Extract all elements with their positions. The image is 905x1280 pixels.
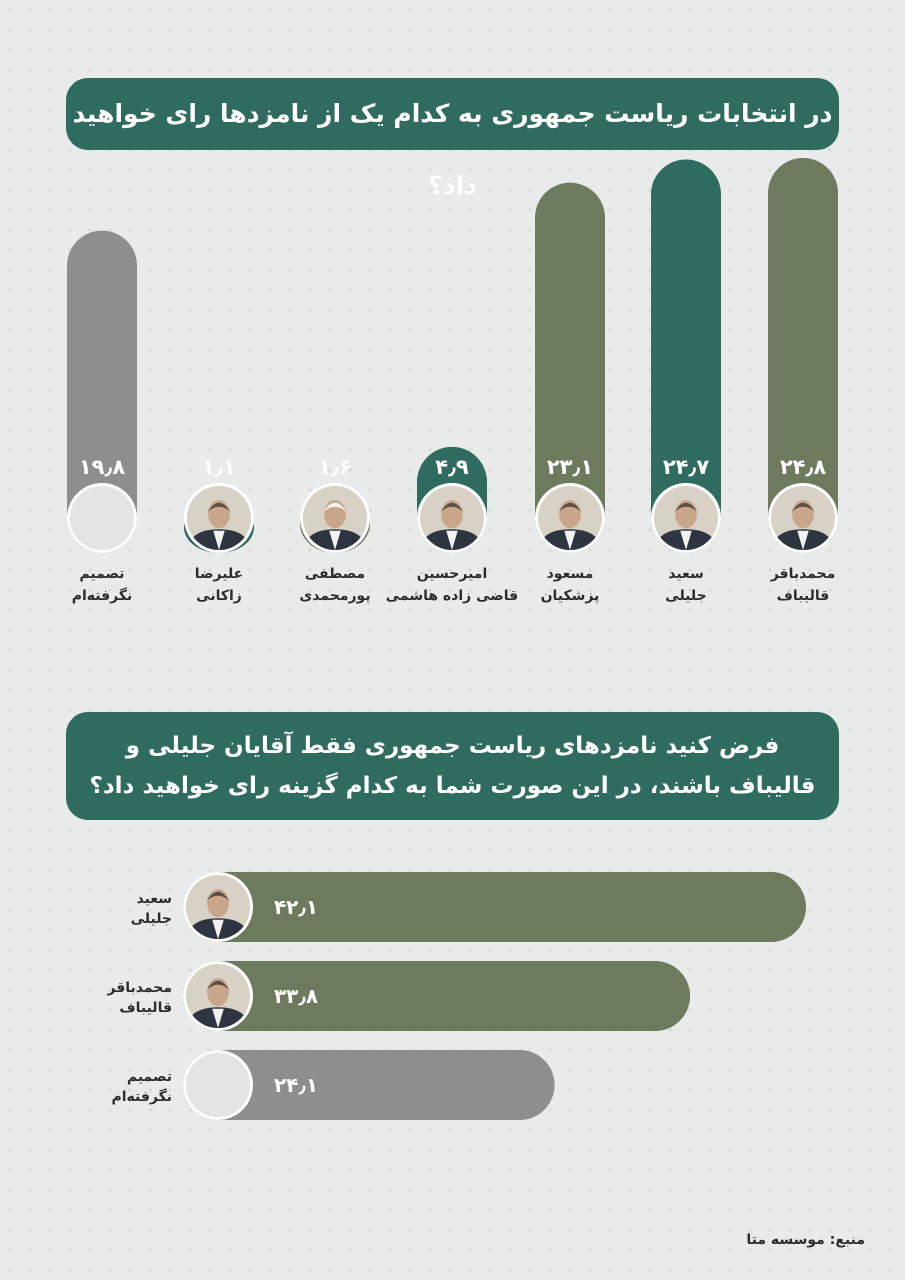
chart1-title: در انتخابات ریاست جمهوری به کدام یک از ن… xyxy=(66,78,839,200)
category-label: سعید xyxy=(668,566,703,582)
portrait-pourmohammadi-icon xyxy=(300,483,370,553)
category-label: جلیلی xyxy=(131,911,172,927)
category-label: مسعود xyxy=(547,566,594,582)
category-label: قالیباف xyxy=(777,588,830,604)
value-label: ۴٫۹ xyxy=(435,455,469,479)
value-label: ۱٫۱ xyxy=(202,455,235,479)
category-label: محمدباقر xyxy=(770,566,836,582)
bar xyxy=(183,961,691,1031)
portrait-jalili-icon xyxy=(651,483,721,553)
category-label: تصمیم xyxy=(79,566,124,582)
value-label: ۲۴٫۱ xyxy=(274,1073,318,1097)
source-label: منبع: موسسه متا xyxy=(746,1232,865,1248)
chart2-title: فرض کنید نامزدهای ریاست جمهوری فقط آقایا… xyxy=(66,712,839,820)
portrait-ghazizadeh-icon xyxy=(417,483,487,553)
category-label: امیرحسین xyxy=(417,566,488,582)
bar xyxy=(535,182,605,553)
category-label: پزشکیان xyxy=(541,588,600,604)
category-label: جلیلی xyxy=(665,588,706,604)
portrait-pezeshkian-icon xyxy=(535,483,605,553)
value-label: ۱٫۶ xyxy=(318,455,351,479)
portrait-jalili-icon xyxy=(183,872,253,942)
category-label: نگرفته‌ام xyxy=(111,1088,172,1105)
category-label: محمدباقر xyxy=(106,980,172,996)
value-label: ۲۳٫۱ xyxy=(547,455,593,479)
value-label: ۳۳٫۸ xyxy=(274,984,318,1008)
bar xyxy=(67,230,137,554)
bar xyxy=(651,159,721,554)
category-label: سعید xyxy=(137,891,172,907)
portrait-zakani-icon xyxy=(184,483,254,553)
category-label: نگرفته‌ام xyxy=(72,587,133,604)
value-label: ۲۴٫۷ xyxy=(663,455,709,479)
portrait-ghalibaf-icon xyxy=(768,483,838,553)
vertical-bar-chart: ۲۴٫۸ محمدباقر قالیباف ۲۴٫۷ سعید جلیلی ۲۳٫۱ مسعو… xyxy=(67,158,838,604)
value-label: ۱۹٫۸ xyxy=(79,455,125,479)
value-label: ۲۴٫۸ xyxy=(780,455,826,479)
category-label: علیرضا xyxy=(195,566,244,582)
blank-circle-icon xyxy=(67,483,137,553)
portrait-ghalibaf-icon xyxy=(183,961,253,1031)
category-label: زاکانی xyxy=(196,588,242,604)
blank-circle-icon xyxy=(183,1050,253,1120)
category-label: قاضی زاده هاشمی xyxy=(386,588,518,604)
bar xyxy=(183,872,806,942)
category-label: تصمیم xyxy=(127,1069,172,1085)
category-label: قالیباف xyxy=(119,1000,172,1016)
category-label: مصطفی xyxy=(305,566,365,582)
bar xyxy=(768,158,838,553)
value-label: ۴۲٫۱ xyxy=(274,895,318,919)
bar xyxy=(183,1050,555,1120)
category-label: پورمحمدی xyxy=(299,588,370,604)
